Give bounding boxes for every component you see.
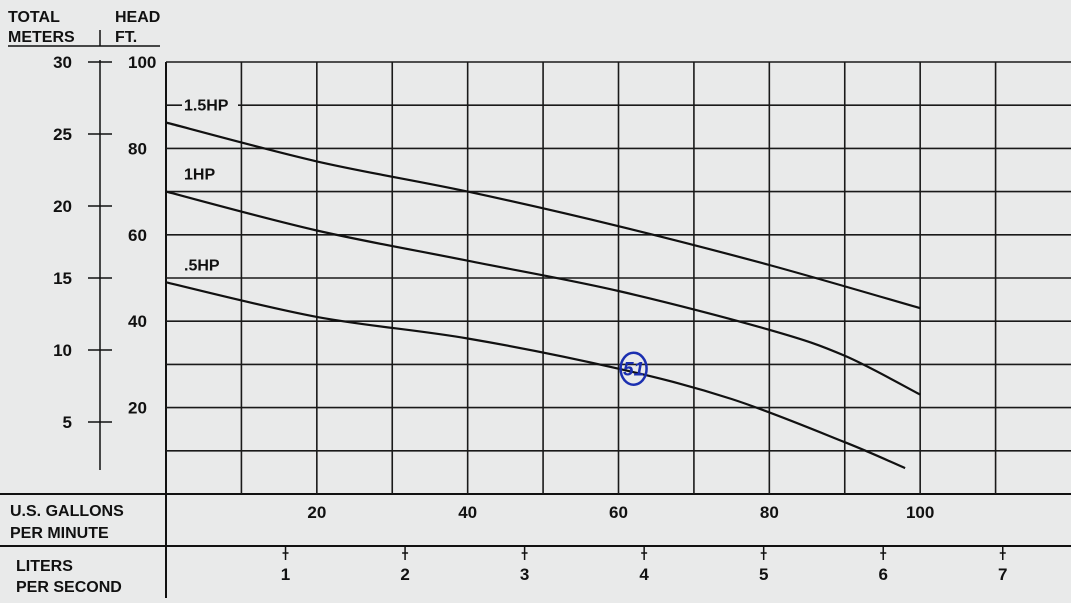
feet-tick-label: 20 — [128, 399, 147, 418]
gpm-axis-label-line2: PER MINUTE — [10, 525, 109, 542]
chart-labels: TOTAL METERS HEAD FT. U.S. GALLONS PER M… — [8, 9, 160, 596]
lps-tick-label: 5 — [759, 565, 768, 584]
series-label-bg — [182, 95, 238, 115]
meters-tick-label: 10 — [53, 341, 72, 360]
series-line-5hphp — [165, 281, 906, 470]
lps-tick-label: 6 — [878, 565, 887, 584]
lps-tick-label: 7 — [998, 565, 1007, 584]
gpm-axis-label-line1: U.S. GALLONS — [10, 503, 124, 520]
annotation-circle — [619, 351, 648, 386]
handwritten-annotation: 51 — [619, 351, 648, 386]
gpm-tick-label: 20 — [307, 503, 326, 522]
feet-tick-label: 80 — [128, 139, 147, 158]
series-label-5hp: .5HP — [184, 257, 220, 274]
series-label-1-5hp: 1.5HP — [184, 97, 229, 114]
series-label-bg — [182, 255, 228, 275]
chart-frame — [0, 30, 1071, 598]
chart-grid — [166, 61, 1071, 494]
meters-tick-label: 30 — [53, 53, 72, 72]
lps-tick-label: 4 — [639, 565, 649, 584]
gpm-tick-label: 60 — [609, 503, 628, 522]
header-head-label: HEAD — [115, 9, 160, 26]
series-label-bg — [182, 164, 218, 184]
chart-axes: 20 40 60 80 100 5 10 15 20 25 30 20 40 60 80 100 1 2 3 4 5 6 7 — [53, 53, 1007, 584]
lps-axis-label-line1: LITERS — [16, 558, 73, 575]
header-ft-label: FT. — [115, 29, 137, 46]
lps-tick-label: 3 — [520, 565, 529, 584]
annotation-text: 51 — [623, 360, 644, 381]
series-label-1hp: 1HP — [184, 167, 215, 184]
series-line-1-5hphp — [165, 121, 921, 310]
lps-tick-label: 2 — [400, 565, 409, 584]
meters-tick-label: 15 — [53, 269, 72, 288]
gpm-tick-label: 100 — [906, 503, 934, 522]
meters-tick-label: 5 — [63, 413, 72, 432]
meters-tick-label: 20 — [53, 197, 72, 216]
feet-tick-label: 60 — [128, 226, 147, 245]
header-total-label: TOTAL — [8, 9, 60, 26]
lps-axis-label-line2: PER SECOND — [16, 579, 122, 596]
feet-tick-label: 100 — [128, 53, 156, 72]
series-line-1hphp — [165, 190, 921, 396]
gpm-tick-label: 40 — [458, 503, 477, 522]
header-meters-label: METERS — [8, 29, 75, 46]
meters-tick-label: 25 — [53, 125, 72, 144]
chart-series: 1.5HP 1HP .5HP — [165, 95, 921, 470]
gpm-tick-label: 80 — [760, 503, 779, 522]
lps-tick-label: 1 — [281, 565, 290, 584]
feet-tick-label: 40 — [128, 312, 147, 331]
